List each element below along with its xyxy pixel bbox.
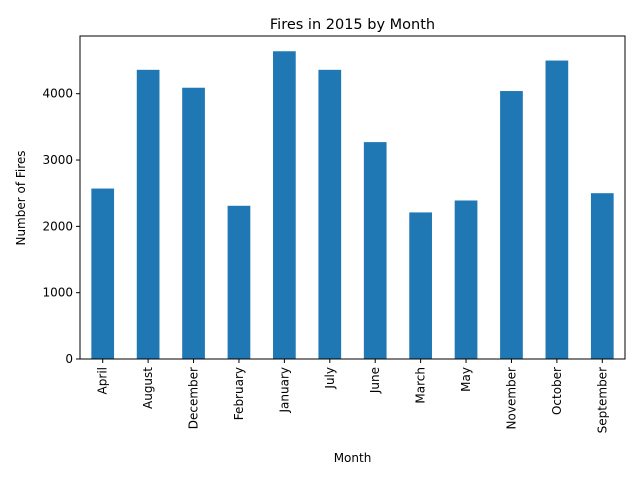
x-axis-label: Month: [334, 451, 372, 465]
bar-august: [136, 69, 160, 359]
x-tick-label-april: April: [96, 367, 110, 394]
x-tick-label-march: March: [414, 367, 428, 404]
y-tick-label-0: 0: [65, 352, 73, 366]
x-tick-label-december: December: [187, 367, 201, 429]
y-tick-label-3000: 3000: [42, 153, 73, 167]
bar-september: [590, 193, 614, 359]
x-tick-label-february: February: [232, 367, 246, 420]
bar-april: [91, 188, 115, 359]
x-tick-label-june: June: [368, 367, 382, 394]
bar-february: [227, 205, 251, 359]
x-tick-label-january: January: [277, 367, 291, 414]
x-tick-label-october: October: [550, 367, 564, 415]
plot-frame: [79, 35, 626, 360]
bar-november: [500, 91, 523, 359]
y-tick-label-1000: 1000: [42, 286, 73, 300]
y-tick-label-2000: 2000: [42, 219, 73, 233]
bars-group: [91, 51, 614, 360]
bar-may: [454, 200, 478, 359]
chart-title: Fires in 2015 by Month: [270, 17, 435, 33]
x-tick-label-august: August: [141, 367, 155, 409]
bar-march: [409, 212, 432, 359]
x-axis: April August December February January July Ju…: [96, 359, 609, 433]
x-tick-label-september: September: [595, 367, 609, 433]
x-tick-label-may: May: [459, 367, 473, 392]
y-tick-label-4000: 4000: [42, 87, 73, 101]
x-tick-label-november: November: [504, 367, 518, 429]
x-tick-label-july: July: [323, 367, 337, 390]
bar-july: [318, 69, 342, 359]
bar-october: [545, 60, 569, 360]
y-axis-label: Number of Fires: [14, 150, 28, 245]
bar-june: [363, 142, 387, 359]
y-axis: 0 1000 2000 3000 4000: [42, 87, 80, 366]
bar-january: [273, 51, 296, 360]
bar-december: [182, 87, 205, 359]
